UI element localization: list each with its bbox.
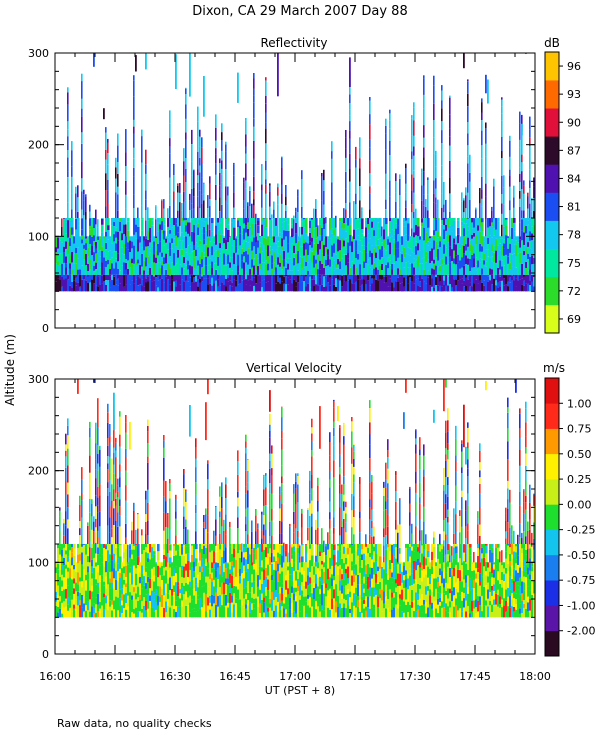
- colorbar-swatch: [545, 276, 559, 306]
- panel-title-reflectivity: Reflectivity: [260, 36, 327, 50]
- colorbar-tick-label: 0.00: [567, 498, 592, 511]
- colorbar-swatch: [545, 504, 559, 530]
- footnote: Raw data, no quality checks: [57, 717, 212, 730]
- y-axis-label: Altitude (m): [3, 334, 17, 406]
- colorbar-swatch: [545, 80, 559, 109]
- y-tick-label: 300: [28, 373, 49, 386]
- colorbar-tick-label: 75: [567, 257, 581, 270]
- x-tick-label: 17:30: [399, 670, 431, 683]
- colorbar-swatch: [545, 580, 559, 606]
- x-tick-label: 17:00: [279, 670, 311, 683]
- panel-title-velocity: Vertical Velocity: [246, 361, 342, 375]
- x-tick-label: 16:00: [39, 670, 71, 683]
- colorbar-swatch: [545, 164, 559, 193]
- colorbar-tick-label: 84: [567, 172, 581, 185]
- data-field: [55, 379, 536, 618]
- colorbar-swatch: [545, 108, 559, 137]
- colorbar-swatch: [545, 220, 559, 249]
- colorbar-tick-label: 96: [567, 60, 581, 73]
- colorbar-swatch: [545, 630, 559, 657]
- colorbar-tick-label: 0.75: [567, 423, 592, 436]
- colorbar-swatch: [545, 136, 559, 165]
- colorbar-unit-reflectivity: dB: [544, 36, 560, 50]
- colorbar-swatch: [545, 453, 559, 480]
- data-field: [55, 53, 536, 292]
- x-axis-label: UT (PST + 8): [265, 684, 335, 697]
- colorbar-tick-label: 78: [567, 229, 581, 242]
- colorbar-tick-label: 81: [567, 201, 581, 214]
- colorbar-swatch: [545, 605, 559, 632]
- y-tick-label: 200: [28, 465, 49, 478]
- colorbar-tick-label: -1.00: [567, 599, 595, 612]
- colorbar-frame: [544, 51, 560, 334]
- x-tick-label: 16:15: [99, 670, 131, 683]
- velocity-colorbar: -2.00 -1.00 -0.75 -0.50 -0.25 0.00 0.25 0.50 0.7…: [544, 377, 595, 657]
- y-tick-label: 100: [28, 556, 49, 569]
- reflectivity-plot: 0 100 200 300: [28, 47, 536, 335]
- colorbar-tick-label: 1.00: [567, 397, 592, 410]
- colorbar-swatch: [545, 403, 559, 429]
- colorbar-tick-label: -2.00: [567, 625, 595, 638]
- x-tick-label: 16:30: [159, 670, 191, 683]
- colorbar-tick-label: -0.50: [567, 549, 595, 562]
- velocity-panel: Vertical Velocity 16:00 16:15 16:30 16:45 17…: [28, 361, 595, 683]
- colorbar-swatch: [545, 428, 559, 455]
- colorbar-tick-label: 87: [567, 144, 581, 157]
- x-tick-label: 17:15: [339, 670, 371, 683]
- colorbar-unit-velocity: m/s: [543, 361, 565, 375]
- x-tick-label: 16:45: [219, 670, 251, 683]
- colorbar-swatch: [545, 192, 559, 221]
- colorbar-tick-label: 69: [567, 313, 581, 326]
- colorbar-tick-label: 90: [567, 116, 581, 129]
- colorbar-tick-label: 93: [567, 88, 581, 101]
- x-tick-label: 18:00: [519, 670, 551, 683]
- colorbar-frame: [544, 377, 560, 657]
- colorbar-swatch: [545, 479, 559, 505]
- colorbar-swatch: [545, 304, 559, 334]
- y-tick-label: 0: [42, 322, 49, 335]
- y-tick-label: 200: [28, 139, 49, 152]
- colorbar-tick-label: 72: [567, 285, 581, 298]
- y-tick-label: 300: [28, 47, 49, 60]
- y-tick-label: 0: [42, 648, 49, 661]
- colorbar-tick-label: -0.25: [567, 524, 595, 537]
- colorbar-tick-label: -0.75: [567, 574, 595, 587]
- x-tick-label: 17:45: [459, 670, 491, 683]
- colorbar-swatch: [545, 52, 559, 81]
- colorbar-swatch: [545, 554, 559, 581]
- colorbar-tick-label: 0.25: [567, 473, 592, 486]
- reflectivity-colorbar: 69 72 75 78 81 84 87 90 93 96: [544, 51, 581, 334]
- colorbar-swatch: [545, 529, 559, 556]
- colorbar-tick-label: 0.50: [567, 448, 592, 461]
- colorbar-swatch: [545, 248, 559, 278]
- y-tick-label: 100: [28, 230, 49, 243]
- velocity-plot: 16:00 16:15 16:30 16:45 17:00 17:15 17:30 17:45…: [28, 373, 551, 683]
- figure-title: Dixon, CA 29 March 2007 Day 88: [192, 4, 407, 19]
- reflectivity-panel: Reflectivity 0 100 200 300 dB 69 72 75 78 81 84 8…: [28, 36, 581, 335]
- colorbar-swatch: [545, 378, 559, 404]
